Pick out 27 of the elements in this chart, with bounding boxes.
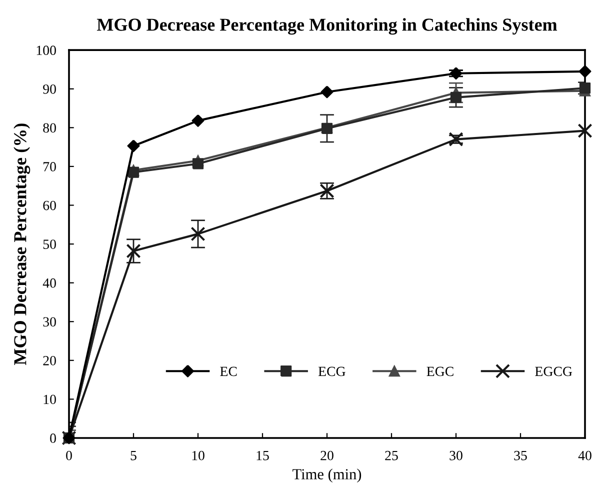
x-tick-label: 30 [450,450,462,460]
x-tick-label: 25 [385,450,398,460]
y-tick-label: 30 [43,317,56,327]
y-tick-label: 70 [44,162,56,172]
legend-label: EC [220,366,237,376]
x-tick-label: 20 [320,450,334,460]
y-tick-label: 90 [43,84,56,94]
legend-label: ECG [318,366,346,376]
legend-label: EGC [426,366,454,376]
x-tick-label: 5 [130,451,136,460]
x-tick-label: 15 [256,450,269,460]
x-tick-label: 10 [192,450,204,460]
y-tick-label: 50 [43,240,56,249]
y-tick-label: 10 [44,394,56,404]
chart-title: MGO Decrease Percentage Monitoring in Catechins System [96,18,558,35]
x-axis-title: Time (min) [292,468,362,482]
y-tick-label: 60 [43,200,56,210]
y-tick-label: 0 [50,434,56,443]
y-tick-label: 40 [42,278,56,288]
y-axis-title: MGO Decrease Percentage (%) [14,124,30,365]
x-tick-label: 35 [514,450,527,460]
y-tick-label: 80 [43,123,56,133]
y-tick-label: 20 [43,356,56,366]
y-tick-label: 100 [36,46,56,56]
legend-label: EGCG [535,366,572,376]
x-tick-label: 0 [66,450,72,460]
x-tick-label: 40 [578,450,592,460]
